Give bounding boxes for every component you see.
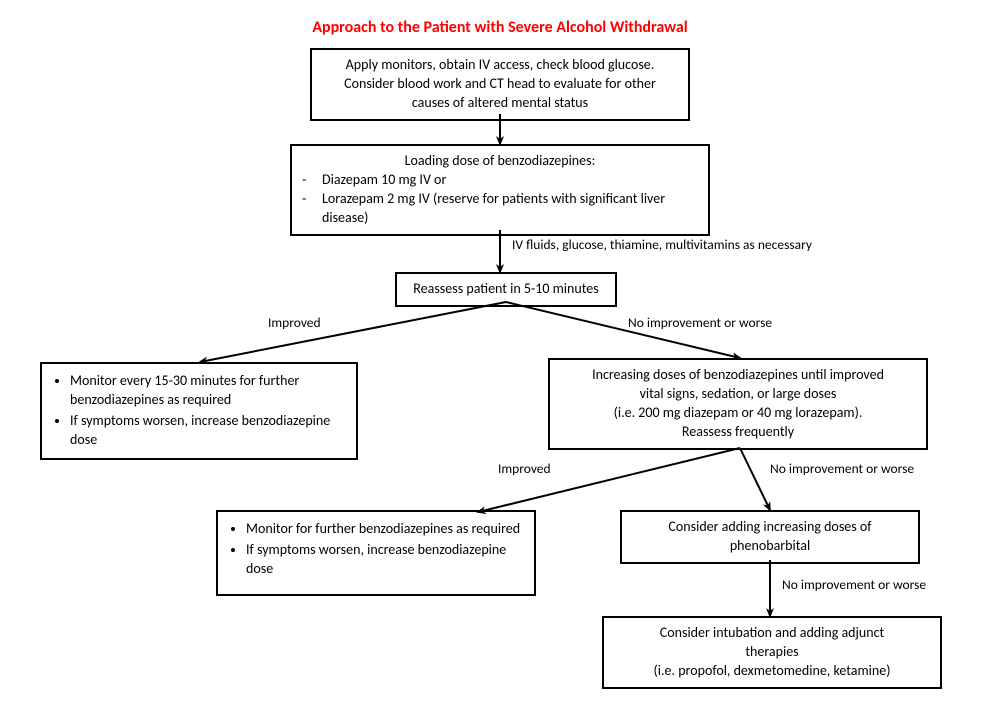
edge-side-label: IV fluids, glucose, thiamine, multivitam… [512,236,812,253]
edge-label: No improvement or worse [782,576,926,593]
node-phenobarbital: Consider adding increasing doses ofpheno… [620,510,920,564]
node-loading-dose: Loading dose of benzodiazepines:Diazepam… [290,144,710,236]
edge-label: Improved [268,314,321,331]
node-initial-assessment: Apply monitors, obtain IV access, check … [310,48,690,121]
node-improved-monitor-1: Monitor every 15-30 minutes for further … [40,362,358,460]
node-reassess: Reassess patient in 5-10 minutes [395,272,617,307]
node-intubation: Consider intubation and adding adjunctth… [602,616,942,689]
chart-title: Approach to the Patient with Severe Alco… [0,18,1000,37]
node-increasing-doses: Increasing doses of benzodiazepines unti… [548,358,928,450]
edge-label: No improvement or worse [770,460,914,477]
edge-label: No improvement or worse [628,314,772,331]
edge-label: Improved [498,460,551,477]
node-improved-monitor-2: Monitor for further benzodiazepines as r… [216,510,536,596]
